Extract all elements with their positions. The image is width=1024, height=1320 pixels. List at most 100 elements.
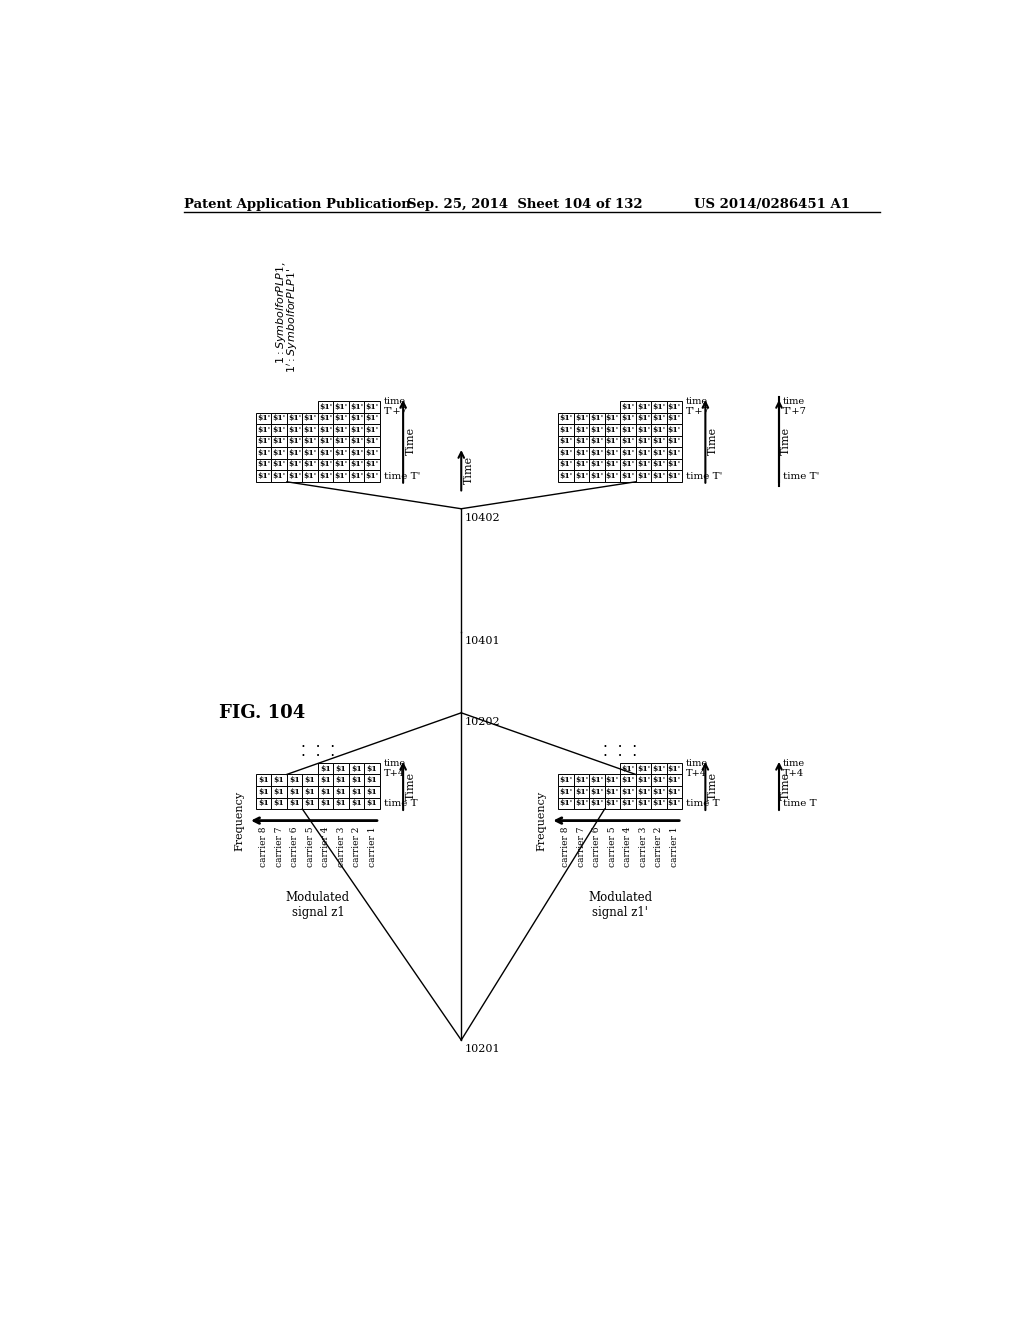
Bar	[287, 447, 302, 459]
Text: $1': $1'	[590, 426, 603, 434]
Bar	[349, 401, 365, 412]
Bar	[651, 413, 667, 424]
Text: $1: $1	[289, 776, 300, 784]
Text: $1': $1'	[303, 461, 316, 469]
Bar	[589, 470, 604, 482]
Bar	[558, 775, 573, 785]
Text: $1': $1'	[366, 403, 379, 411]
Bar	[317, 459, 334, 470]
Text: US 2014/0286451 A1: US 2014/0286451 A1	[693, 198, 850, 211]
Text: $1: $1	[336, 788, 346, 796]
Text: $1': $1'	[668, 788, 681, 796]
Text: $1: $1	[367, 776, 378, 784]
Bar	[621, 785, 636, 797]
Text: carrier 2: carrier 2	[654, 826, 664, 867]
Text: $1': $1'	[637, 449, 650, 457]
Text: $1': $1'	[335, 426, 348, 434]
Text: $1': $1'	[637, 800, 650, 808]
Bar	[667, 785, 682, 797]
Bar	[349, 459, 365, 470]
Bar	[334, 401, 349, 412]
Text: $1: $1	[367, 800, 378, 808]
Text: $1': $1'	[366, 461, 379, 469]
Text: $1': $1'	[350, 449, 364, 457]
Bar	[256, 459, 271, 470]
Text: $1': $1'	[303, 473, 316, 480]
Text: $1': $1'	[272, 473, 286, 480]
Bar	[256, 470, 271, 482]
Bar	[651, 459, 667, 470]
Text: $1': $1'	[622, 426, 635, 434]
Text: $1': $1'	[272, 437, 286, 445]
Text: time
T+4: time T+4	[384, 759, 406, 777]
Bar	[651, 470, 667, 482]
Bar	[651, 785, 667, 797]
Text: $1: $1	[351, 788, 362, 796]
Text: $1: $1	[321, 764, 331, 772]
Bar	[636, 436, 651, 447]
Bar	[636, 459, 651, 470]
Bar	[334, 447, 349, 459]
Bar	[256, 447, 271, 459]
Text: $1': $1'	[668, 414, 681, 422]
Text: $1': $1'	[574, 426, 588, 434]
Text: $1': $1'	[637, 776, 650, 784]
Text: $1': $1'	[622, 788, 635, 796]
Text: $1: $1	[258, 788, 269, 796]
Text: $1': $1'	[272, 461, 286, 469]
Text: $1': $1'	[319, 449, 332, 457]
Bar	[667, 459, 682, 470]
Bar	[365, 763, 380, 775]
Bar	[621, 763, 636, 775]
Bar	[334, 413, 349, 424]
Bar	[604, 785, 621, 797]
Bar	[334, 470, 349, 482]
Text: $1': $1'	[637, 788, 650, 796]
Text: $1: $1	[351, 764, 362, 772]
Text: $1': $1'	[668, 461, 681, 469]
Bar	[604, 424, 621, 436]
Text: $1': $1'	[606, 461, 618, 469]
Text: carrier 6: carrier 6	[290, 826, 299, 867]
Bar	[365, 785, 380, 797]
Text: $1': $1'	[559, 414, 572, 422]
Bar	[334, 775, 349, 785]
Text: Patent Application Publication: Patent Application Publication	[183, 198, 411, 211]
Bar	[573, 424, 589, 436]
Bar	[271, 775, 287, 785]
Text: $1': $1'	[350, 426, 364, 434]
Bar	[334, 459, 349, 470]
Text: carrier 6: carrier 6	[592, 826, 601, 867]
Text: $1': $1'	[335, 449, 348, 457]
Bar	[349, 413, 365, 424]
Text: $1': $1'	[366, 449, 379, 457]
Text: $1': $1'	[319, 403, 332, 411]
Bar	[317, 775, 334, 785]
Text: $1': $1'	[366, 473, 379, 480]
Text: $1': $1'	[637, 414, 650, 422]
Bar	[365, 775, 380, 785]
Text: $1': $1'	[288, 473, 301, 480]
Text: time T: time T	[686, 799, 720, 808]
Text: Time: Time	[781, 426, 792, 455]
Text: $1: $1	[258, 776, 269, 784]
Bar	[558, 785, 573, 797]
Bar	[271, 424, 287, 436]
Bar	[621, 436, 636, 447]
Text: $1': $1'	[257, 461, 270, 469]
Text: $1': $1'	[622, 437, 635, 445]
Bar	[365, 424, 380, 436]
Text: $1: $1	[336, 764, 346, 772]
Text: $1': $1'	[668, 776, 681, 784]
Bar	[604, 775, 621, 785]
Bar	[604, 447, 621, 459]
Bar	[256, 424, 271, 436]
Bar	[287, 785, 302, 797]
Bar	[589, 775, 604, 785]
Bar	[589, 413, 604, 424]
Bar	[287, 470, 302, 482]
Text: $1': $1'	[637, 461, 650, 469]
Text: $1': $1'	[574, 437, 588, 445]
Text: $1': $1'	[652, 461, 666, 469]
Text: $1': $1'	[622, 403, 635, 411]
